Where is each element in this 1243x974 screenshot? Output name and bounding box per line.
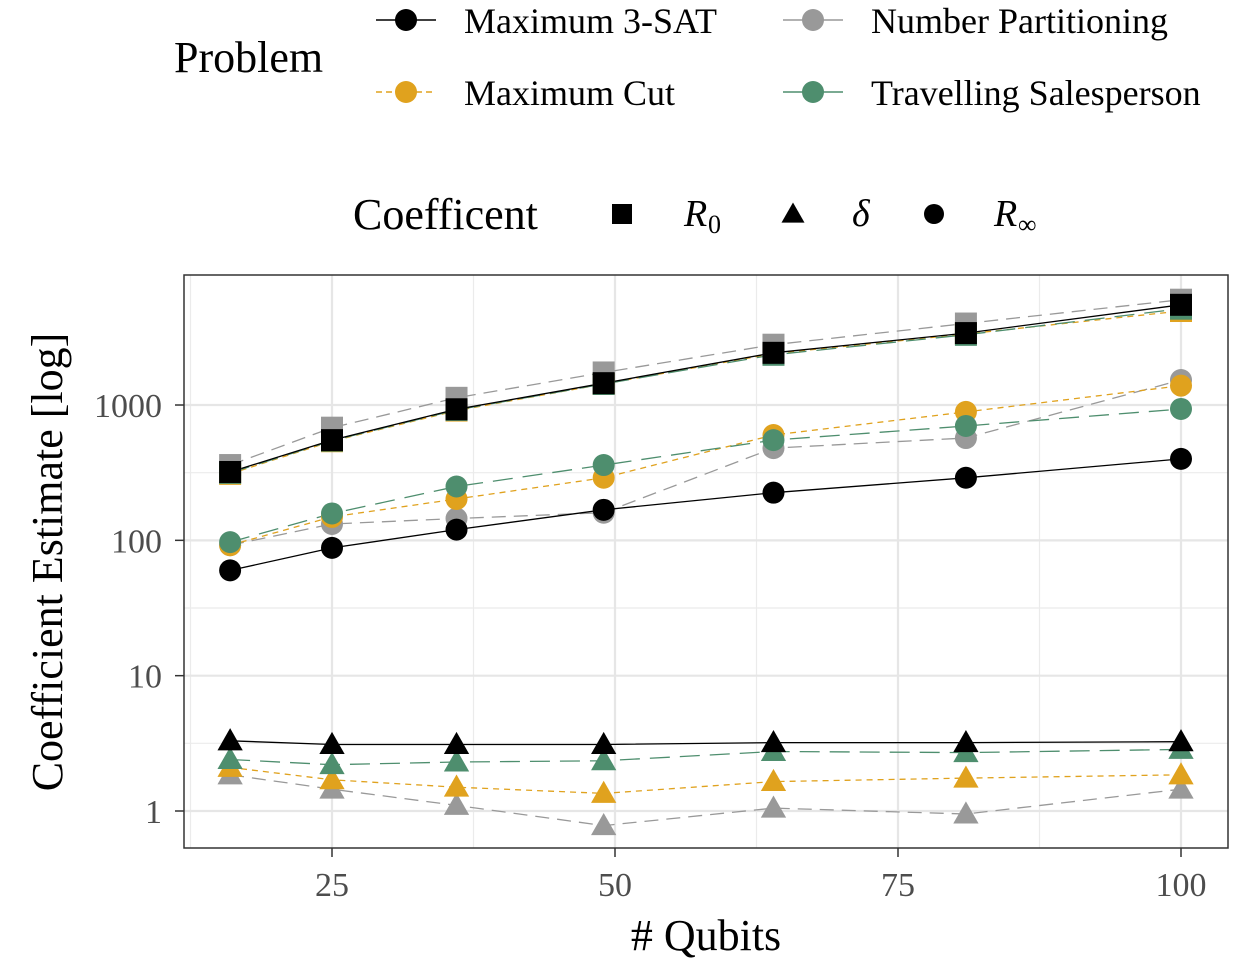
legend-item-r-inf: R ∞ [924,193,1037,239]
series-points [217,288,1194,836]
legend-subscript: 0 [708,210,721,239]
legend-key-circle-icon [924,204,944,224]
point-maximum-3-sat-r0 [592,372,615,395]
legend-key-marker [802,9,824,31]
y-tick-label: 1 [145,794,162,831]
legend-problem-title: Problem [174,33,323,82]
point-number-partitioning-delta [443,792,470,815]
point-number-partitioning-delta [1168,776,1194,799]
point-maximum-3-sat-r0 [954,322,977,345]
point-maximum-3-sat-delta [591,731,617,754]
legend-subscript: ∞ [1018,210,1037,239]
x-axis: 25 50 75 100 [315,848,1207,904]
x-tick-label: 50 [598,867,632,904]
point-maximum-cut-r_inf [1170,374,1192,397]
point-maximum-cut-delta [953,765,979,788]
point-maximum-3-sat-r0 [762,341,785,364]
y-axis: 1 10 100 1000 [94,388,184,831]
legend-coefficient-title: Coefficent [353,190,538,239]
x-tick-label: 75 [881,867,915,904]
point-travelling-salesperson-delta [319,752,345,775]
point-maximum-3-sat-r_inf [762,481,785,504]
point-maximum-3-sat-delta [319,731,345,754]
point-travelling-salesperson-delta [443,749,470,772]
legend-item-maximum-3-sat: Maximum 3-SAT [376,1,717,41]
point-travelling-salesperson-r_inf [445,475,468,498]
x-tick-label: 100 [1156,867,1207,904]
y-axis-title: Coefficient Estimate [log] [23,333,72,792]
point-travelling-salesperson-r_inf [954,414,977,437]
legend-item-maximum-cut: Maximum Cut [376,73,675,113]
point-maximum-3-sat-delta [217,728,243,751]
legend-problem: Problem Maximum 3-SAT Maximum Cut Number P… [174,1,1201,113]
panel-background [184,275,1228,848]
point-maximum-cut-delta [319,767,345,790]
point-maximum-3-sat-r_inf [954,466,977,489]
legend-symbol: δ [852,193,871,235]
point-maximum-3-sat-r_inf [1170,447,1192,470]
point-travelling-salesperson-r_inf [1170,397,1192,420]
point-maximum-3-sat-delta [760,729,787,753]
point-maximum-cut-delta [591,780,617,803]
point-maximum-cut-delta [443,774,470,797]
x-axis-title: # Qubits [631,911,781,960]
point-maximum-3-sat-r0 [321,429,343,452]
plot-panel [183,274,1229,849]
point-number-partitioning-delta [760,795,787,818]
point-travelling-salesperson-r_inf [321,502,343,525]
point-maximum-3-sat-r0 [1170,293,1192,316]
point-maximum-3-sat-r_inf [321,536,343,559]
x-tick-label: 25 [315,867,349,904]
point-maximum-3-sat-r0 [219,460,242,483]
point-travelling-salesperson-delta [217,746,243,770]
point-travelling-salesperson-r_inf [762,429,785,452]
legend-label: Maximum 3-SAT [464,1,717,41]
y-tick-label: 100 [111,523,162,560]
point-maximum-3-sat-delta [1168,729,1194,752]
legend-item-delta: δ [781,193,871,235]
point-travelling-salesperson-r_inf [592,454,615,477]
legend-item-number-partitioning: Number Partitioning [783,1,1168,41]
legend-item-travelling-salesperson: Travelling Salesperson [783,73,1201,113]
legend-label: Travelling Salesperson [871,73,1201,113]
point-travelling-salesperson-r_inf [219,531,242,554]
y-tick-label: 10 [128,659,162,696]
legend-key-marker [802,81,824,103]
legend-coefficient: Coefficent R 0 δ R ∞ [353,190,1037,239]
point-maximum-cut-delta [1168,762,1194,785]
legend-symbol: R [993,193,1017,235]
point-maximum-3-sat-r_inf [219,559,242,582]
y-tick-label: 1000 [94,388,162,425]
legend-symbol: R [683,193,707,235]
point-travelling-salesperson-delta [591,748,617,771]
legend-label: Number Partitioning [871,1,1168,41]
point-maximum-3-sat-r_inf [445,518,468,541]
point-number-partitioning-delta [591,812,617,836]
point-maximum-3-sat-r0 [445,398,468,421]
legend-key-marker [395,81,417,103]
legend-label: Maximum Cut [464,73,675,113]
point-number-partitioning-delta [953,801,979,824]
point-maximum-cut-delta [760,768,787,792]
legend-key-marker [395,9,417,31]
legend-key-triangle-icon [781,202,805,223]
panel-border [183,274,1229,849]
legend-key-square-icon [612,204,632,224]
point-maximum-3-sat-r_inf [592,498,615,521]
point-maximum-3-sat-delta [953,729,979,753]
point-maximum-3-sat-delta [443,731,470,754]
